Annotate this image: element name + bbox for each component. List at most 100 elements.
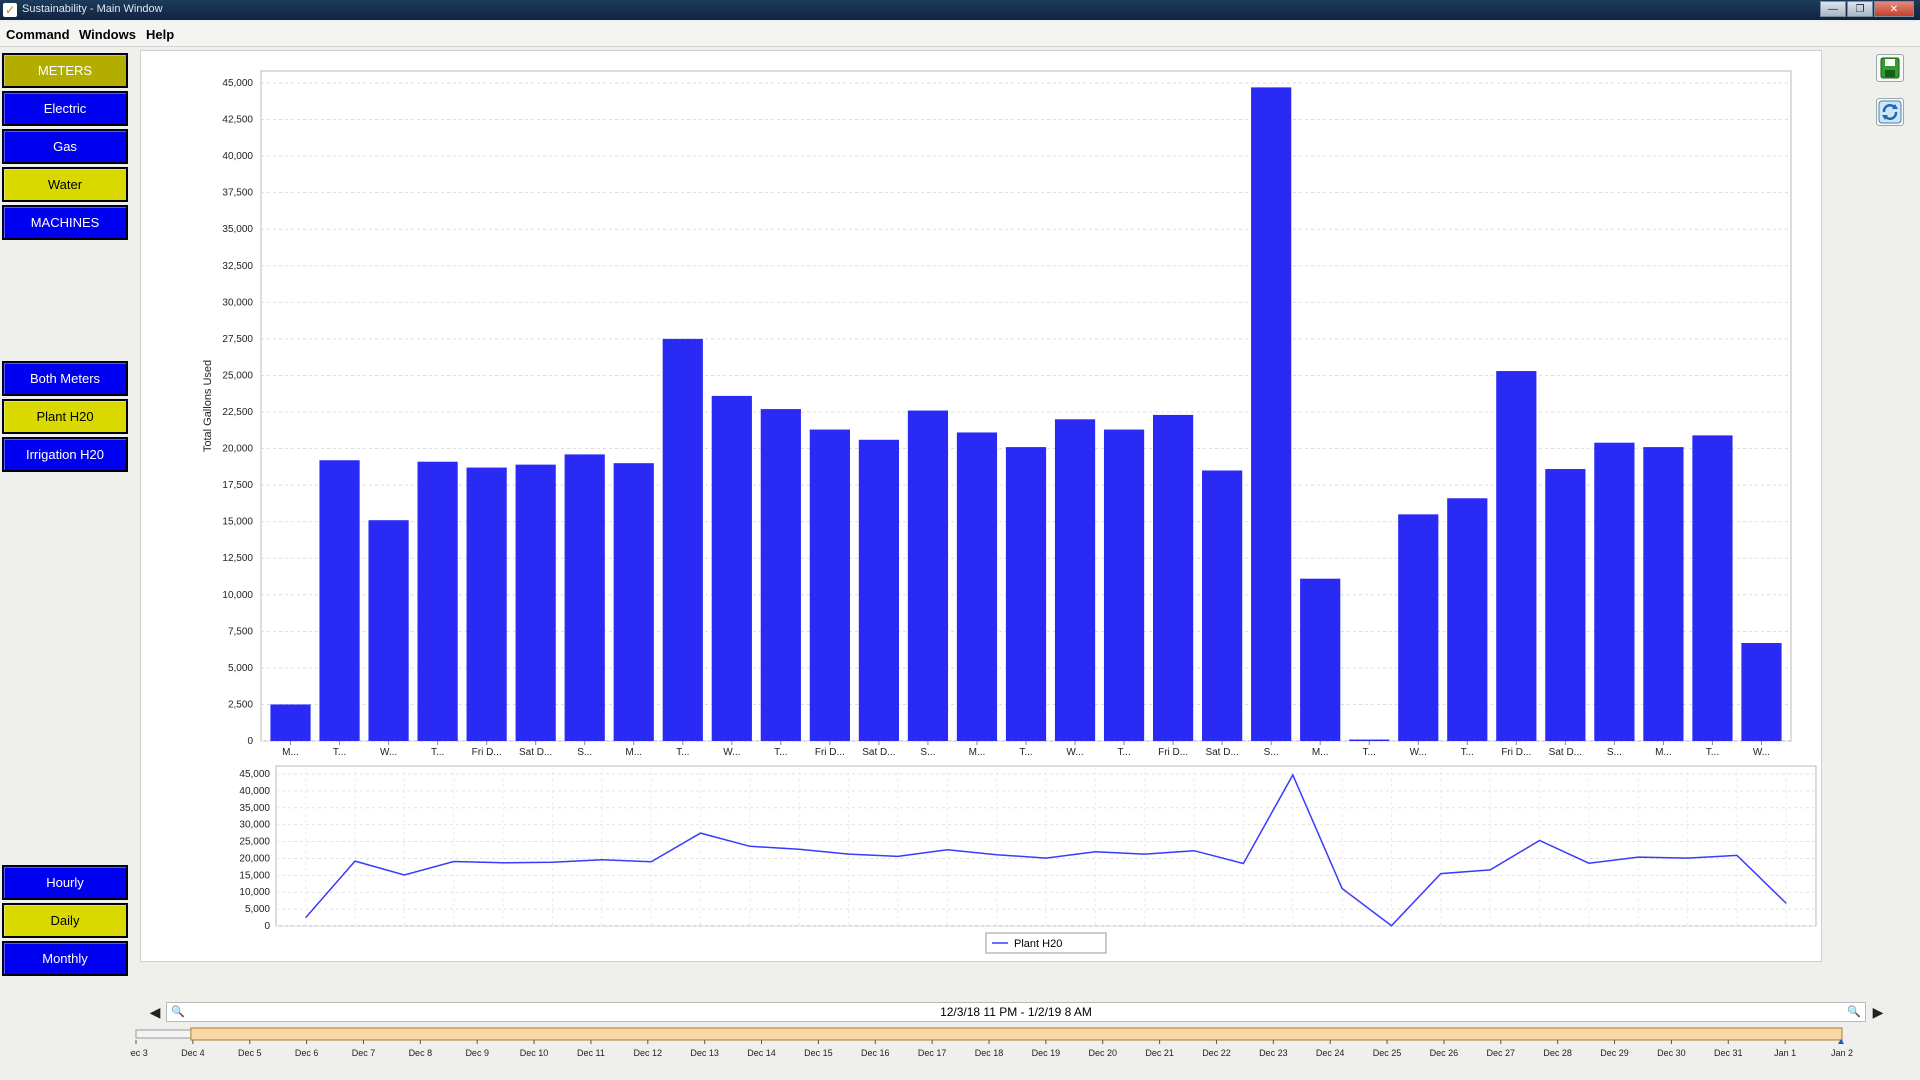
machines-button[interactable]: MACHINES <box>2 205 128 240</box>
bar-category-label: T... <box>1461 747 1474 758</box>
bar-category-label: Sat D... <box>1205 747 1238 758</box>
bar-category-label: W... <box>380 747 397 758</box>
timeline-date-label: Dec 9 <box>465 1048 489 1058</box>
bar <box>1349 739 1390 741</box>
timeline-date-label: Dec 19 <box>1032 1048 1061 1058</box>
zoom-out-icon[interactable]: 🔍 <box>171 1006 185 1018</box>
bar-category-label: T... <box>1019 747 1032 758</box>
timeline-date-label: Dec 4 <box>181 1048 205 1058</box>
bar <box>1300 578 1341 741</box>
gas-button[interactable]: Gas <box>2 129 128 164</box>
meters-button[interactable]: METERS <box>2 53 128 88</box>
bar <box>1054 419 1096 741</box>
line-y-tick-label: 5,000 <box>245 904 270 915</box>
timeline-date-label: Dec 14 <box>747 1048 776 1058</box>
bar <box>515 464 556 741</box>
menu-windows[interactable]: Windows <box>79 27 136 42</box>
bar-category-label: S... <box>1607 747 1622 758</box>
bar <box>662 338 703 741</box>
bar <box>319 460 360 741</box>
electric-button[interactable]: Electric <box>2 91 128 126</box>
plant-h20-button[interactable]: Plant H20 <box>2 399 128 434</box>
bar-y-tick-label: 20,000 <box>222 444 253 455</box>
bar-y-tick-label: 32,500 <box>222 261 253 272</box>
bar-category-label: Sat D... <box>862 747 895 758</box>
timeline-date-label: Dec 23 <box>1259 1048 1288 1058</box>
timeline-date-label: Dec 7 <box>352 1048 376 1058</box>
bar-y-tick-label: 17,500 <box>222 480 253 491</box>
menu-help[interactable]: Help <box>146 27 175 42</box>
timeline-date-label: Dec 17 <box>918 1048 947 1058</box>
bar <box>368 520 409 741</box>
app-check-icon: ✓ <box>3 3 17 17</box>
timeline-date-label: Dec 18 <box>975 1048 1004 1058</box>
timeline-date-label: Dec 16 <box>861 1048 890 1058</box>
timeline-slider[interactable]: Dec 3 Dec 4 Dec 5 Dec 6 Dec 7 Dec 8 Dec 9 Dec 1… <box>130 1026 1910 1080</box>
both-meters-button[interactable]: Both Meters <box>2 361 128 396</box>
bar <box>1103 429 1145 741</box>
timeline-date-label: Dec 8 <box>409 1048 433 1058</box>
bar-y-tick-label: 27,500 <box>222 334 253 345</box>
bar-y-tick-label: 7,500 <box>228 626 253 637</box>
bar <box>1447 498 1488 741</box>
bar <box>907 410 949 741</box>
bar <box>809 429 850 741</box>
bar <box>1496 371 1537 741</box>
bar-y-tick-label: 10,000 <box>222 590 253 601</box>
scroll-right-icon[interactable]: ▶ <box>1872 1004 1884 1020</box>
hourly-button[interactable]: Hourly <box>2 865 128 900</box>
bar-category-label: S... <box>1264 747 1279 758</box>
line-y-tick-label: 25,000 <box>239 837 270 848</box>
refresh-icon[interactable] <box>1876 98 1904 126</box>
zoom-in-icon[interactable]: 🔍 <box>1847 1006 1861 1018</box>
bar-category-label: M... <box>1312 747 1329 758</box>
daily-button[interactable]: Daily <box>2 903 128 938</box>
bar-category-label: M... <box>282 747 299 758</box>
bar-category-label: S... <box>577 747 592 758</box>
bar-category-label: T... <box>1706 747 1719 758</box>
timeline-date-label: Dec 27 <box>1487 1048 1516 1058</box>
timeline-date-label: Dec 31 <box>1714 1048 1743 1058</box>
minimize-icon[interactable]: — <box>1820 1 1846 17</box>
timeline-selection <box>190 1027 1843 1041</box>
legend-label: Plant H20 <box>1014 938 1062 950</box>
menu-command[interactable]: Command <box>6 27 70 42</box>
bar-category-label: Fri D... <box>1501 747 1531 758</box>
scroll-left-icon[interactable]: ◀ <box>149 1004 161 1020</box>
bar-y-tick-label: 15,000 <box>222 517 253 528</box>
bar-category-label: Fri D... <box>472 747 502 758</box>
bar-category-label: T... <box>676 747 689 758</box>
line-y-tick-label: 20,000 <box>239 853 270 864</box>
water-button[interactable]: Water <box>2 167 128 202</box>
irrigation-h20-button[interactable]: Irrigation H20 <box>2 437 128 472</box>
title-bar: ✓ Sustainability - Main Window — ❐ ✕ <box>0 0 1920 20</box>
bar-y-tick-label: 5,000 <box>228 663 253 674</box>
close-icon[interactable]: ✕ <box>1874 1 1914 17</box>
line-y-tick-label: 40,000 <box>239 786 270 797</box>
bar-category-label: T... <box>431 747 444 758</box>
line-y-tick-label: 10,000 <box>239 887 270 898</box>
bar-category-label: W... <box>1066 747 1083 758</box>
bar <box>1594 442 1635 741</box>
monthly-button[interactable]: Monthly <box>2 941 128 976</box>
window-controls: — ❐ ✕ <box>1820 1 1914 17</box>
bar <box>417 461 458 741</box>
save-icon[interactable] <box>1876 54 1904 82</box>
line-y-tick-label: 35,000 <box>239 803 270 814</box>
timeline-date-label: Dec 13 <box>690 1048 719 1058</box>
bar <box>858 439 900 741</box>
bar-category-label: T... <box>1363 747 1376 758</box>
chart-panel: 0 2,500 5,000 7,500 10,000 12,500 15,000 17,500… <box>140 50 1837 962</box>
bar-y-tick-label: 37,500 <box>222 188 253 199</box>
timeline-date-label: Dec 29 <box>1600 1048 1629 1058</box>
maximize-icon[interactable]: ❐ <box>1847 1 1873 17</box>
timeline-date-label: Dec 20 <box>1088 1048 1117 1058</box>
timeline-date-label: Dec 24 <box>1316 1048 1345 1058</box>
legend-box <box>985 932 1107 954</box>
timeline-date-label: Dec 28 <box>1543 1048 1572 1058</box>
timeline-end-marker <box>1838 1039 1844 1044</box>
bar <box>613 463 654 741</box>
window-title: Sustainability - Main Window <box>22 3 163 15</box>
timeline-date-label: Dec 15 <box>804 1048 833 1058</box>
line-y-tick-label: 30,000 <box>239 820 270 831</box>
